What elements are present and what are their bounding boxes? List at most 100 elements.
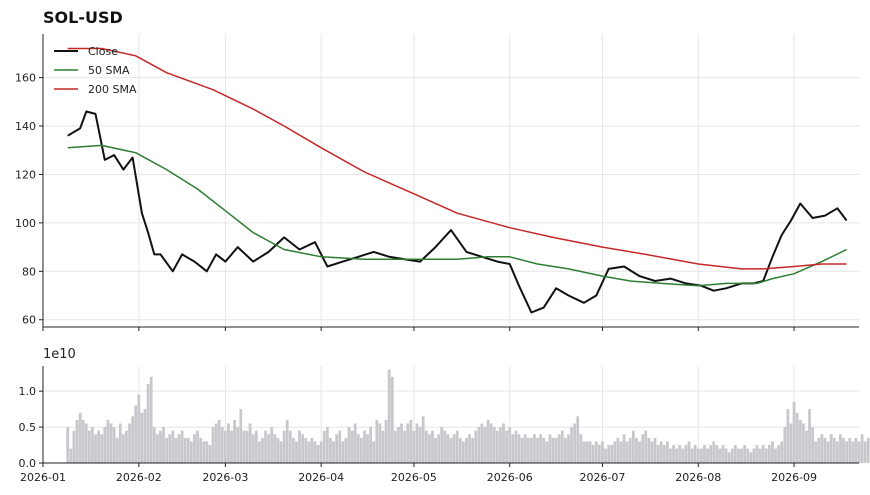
volume-bar	[174, 437, 178, 463]
volume-bar	[100, 434, 104, 463]
volume-bar	[681, 448, 685, 463]
volume-bar	[495, 430, 499, 463]
volume-bar	[220, 427, 224, 463]
volume-bar	[87, 430, 91, 463]
volume-x-tick-label: 2026-03	[202, 471, 248, 484]
volume-bar	[727, 452, 731, 463]
volume-bar	[826, 441, 830, 463]
volume-x-tick-label: 2026-01	[20, 471, 66, 484]
volume-bar	[319, 441, 323, 463]
volume-bar	[805, 430, 808, 463]
volume-bar	[341, 441, 345, 463]
volume-bar	[644, 430, 648, 463]
volume-bar	[542, 437, 546, 463]
volume-bar	[350, 430, 354, 463]
volume-bar	[387, 369, 391, 463]
volume-bar	[75, 419, 79, 463]
volume-bar	[285, 419, 289, 463]
volume-bar	[845, 441, 849, 463]
volume-bar	[860, 434, 864, 463]
volume-bar	[125, 430, 128, 463]
volume-bar	[764, 448, 768, 463]
volume-bar	[372, 441, 376, 463]
volume-bar	[347, 427, 351, 463]
volume-bar	[223, 430, 227, 463]
volume-bar	[625, 441, 629, 463]
legend-label-2: 200 SMA	[88, 83, 137, 96]
volume-bar	[335, 434, 339, 463]
volume-bar	[279, 441, 283, 463]
volume-bar	[601, 441, 604, 463]
volume-bar	[177, 434, 181, 463]
volume-bar	[455, 430, 459, 463]
volume-bar	[823, 437, 827, 463]
volume-bar	[106, 419, 110, 463]
volume-bar	[81, 419, 85, 463]
volume-bar	[149, 376, 153, 463]
volume-bar	[193, 434, 196, 463]
volume-bar	[480, 423, 484, 463]
volume-bar	[548, 434, 552, 463]
volume-bar	[582, 441, 586, 463]
price-y-tick-label: 160	[15, 72, 36, 85]
volume-bar	[230, 430, 233, 463]
volume-bar	[557, 434, 561, 463]
volume-y-tick-label: 1.0	[19, 385, 37, 398]
volume-bar	[415, 423, 419, 463]
volume-x-tick-label: 2026-05	[391, 471, 437, 484]
volume-bar	[699, 448, 703, 463]
volume-bar	[353, 423, 357, 463]
volume-bar	[134, 405, 138, 463]
volume-bar	[264, 430, 267, 463]
volume-bar	[261, 437, 264, 463]
price-y-tick-label: 60	[22, 314, 36, 327]
legend-label-1: 50 SMA	[88, 64, 130, 77]
volume-bar	[789, 423, 793, 463]
volume-bar	[94, 434, 97, 463]
volume-bar	[452, 434, 456, 463]
volume-bar	[712, 441, 716, 463]
volume-bar	[567, 434, 570, 463]
volume-bar	[650, 441, 654, 463]
volume-bar	[866, 437, 870, 463]
volume-bar	[227, 423, 230, 463]
volume-bar	[412, 430, 416, 463]
volume-bar	[155, 434, 159, 463]
volume-bar	[752, 448, 756, 463]
volume-bar	[786, 409, 790, 463]
volume-bar	[121, 434, 125, 463]
volume-bar	[706, 448, 709, 463]
volume-bar	[273, 434, 277, 463]
volume-bar	[665, 441, 669, 463]
volume-bar	[814, 441, 818, 463]
volume-bar	[554, 437, 558, 463]
volume-bar	[477, 427, 481, 463]
volume-bar	[84, 423, 88, 463]
volume-bar	[103, 427, 107, 463]
volume-bar	[332, 441, 335, 463]
volume-bar	[196, 430, 199, 463]
volume-bar	[570, 427, 573, 463]
volume-bar	[217, 419, 221, 463]
series-line-1	[67, 144, 847, 287]
volume-bar	[233, 419, 237, 463]
volume-bar	[811, 427, 815, 463]
volume-bar	[338, 430, 342, 463]
volume-x-tick-label: 2026-07	[579, 471, 625, 484]
volume-bar	[437, 434, 441, 463]
volume-bar	[245, 430, 249, 463]
volume-bar	[687, 441, 691, 463]
volume-bar	[431, 430, 434, 463]
volume-bar	[363, 430, 366, 463]
volume-bar	[298, 430, 301, 463]
volume-bar	[356, 434, 360, 463]
volume-bar	[808, 409, 811, 463]
volume-bar	[653, 437, 657, 463]
volume-bar	[449, 437, 453, 463]
volume-bar	[400, 423, 403, 463]
volume-bar	[254, 430, 258, 463]
volume-bar	[511, 434, 515, 463]
volume-bar	[848, 437, 852, 463]
volume-bar	[443, 430, 447, 463]
volume-bar	[607, 445, 611, 463]
